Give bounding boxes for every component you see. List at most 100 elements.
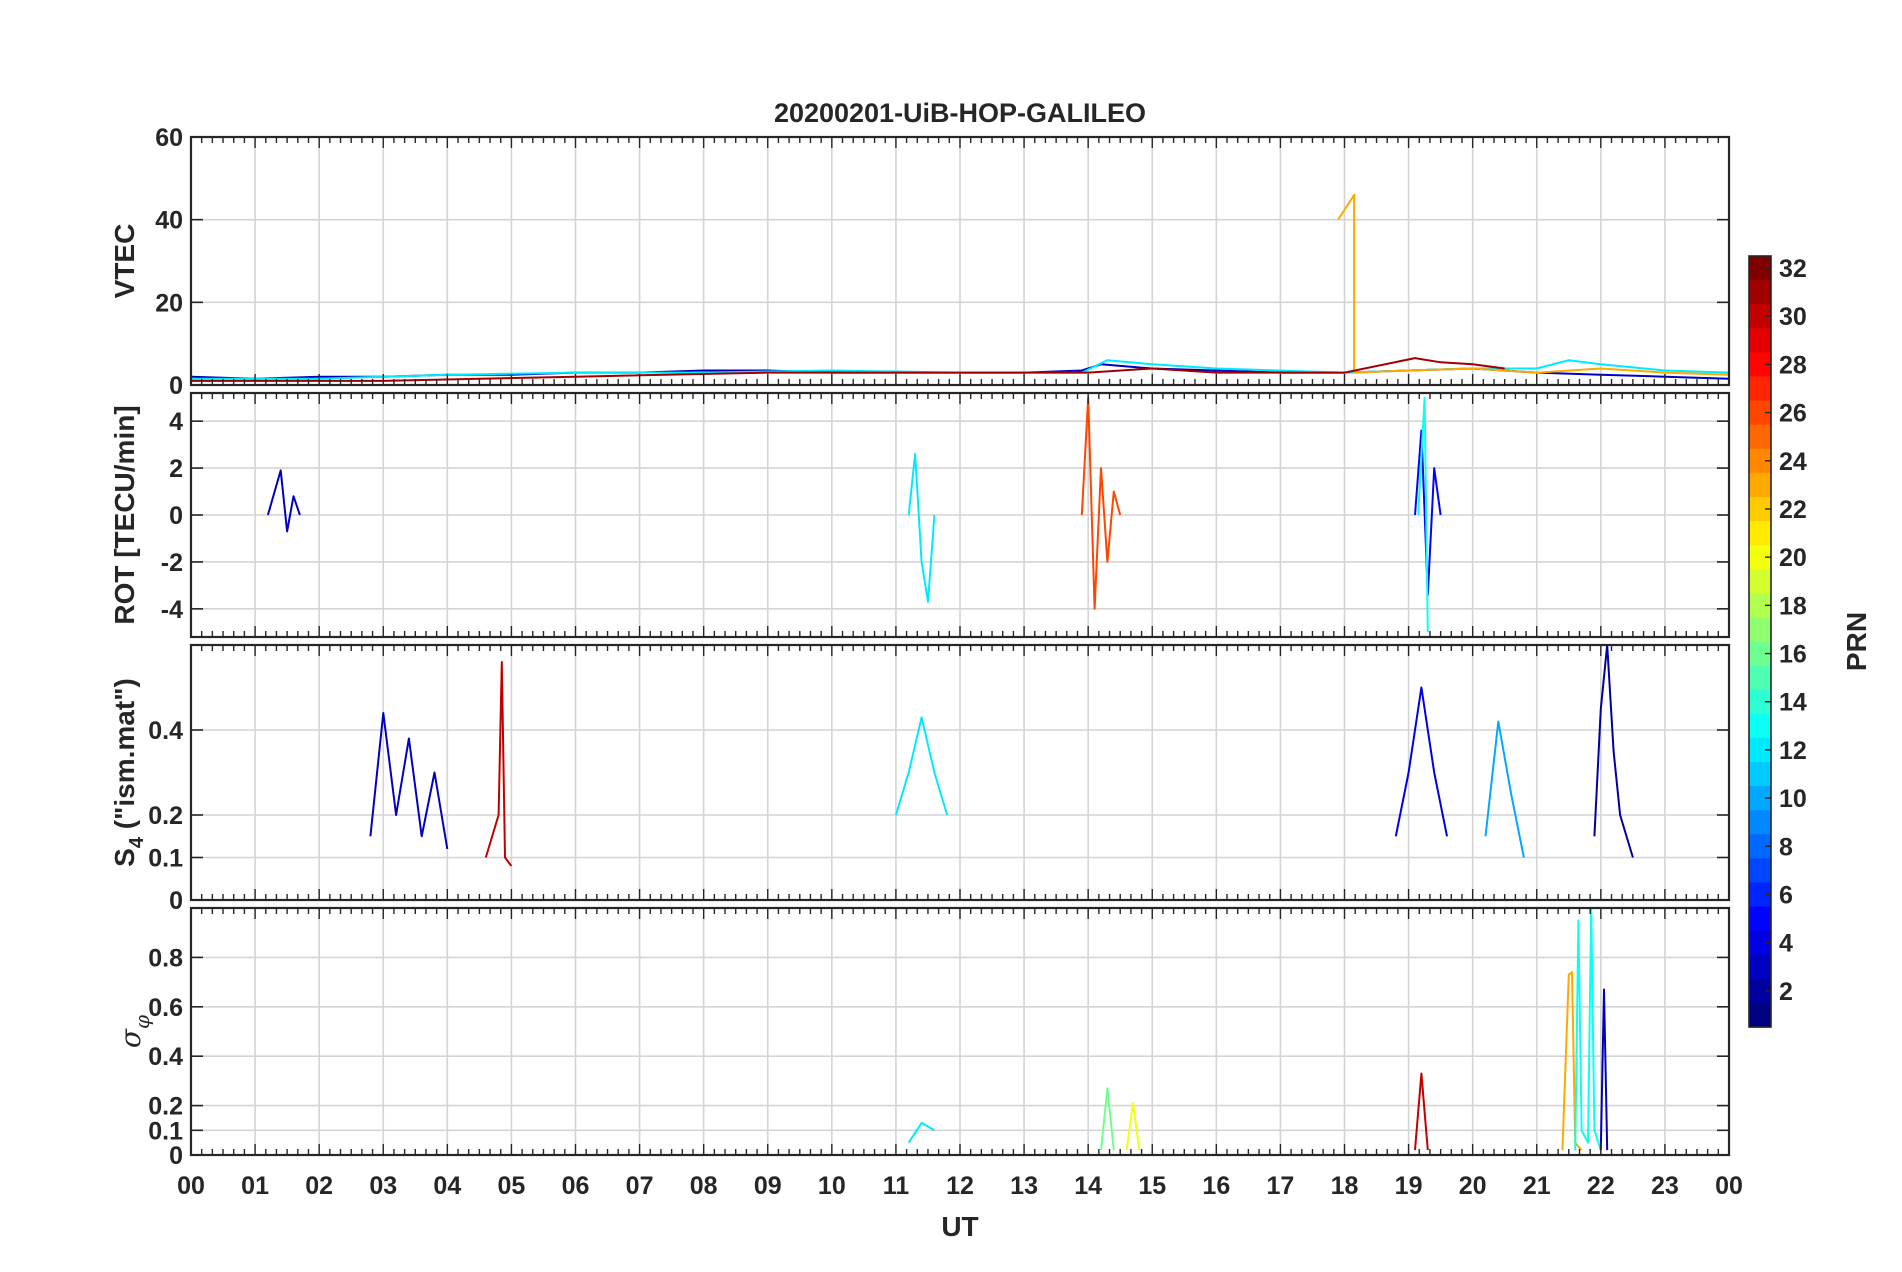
y-tick-label: 0: [169, 372, 183, 400]
colorbar-tick-label: 2: [1779, 978, 1793, 1006]
x-tick-label: 16: [1202, 1172, 1230, 1200]
x-tick-label: 17: [1267, 1172, 1295, 1200]
panel-3: 0 0.1 0.2 0.4S4 ("ism.mat"): [109, 643, 1731, 915]
x-tick-label: 12: [946, 1172, 974, 1200]
x-tick-label: 13: [1010, 1172, 1038, 1200]
colorbar-tick-label: 12: [1779, 737, 1807, 765]
colorbar-tick-label: 22: [1779, 496, 1807, 524]
series-prn-23: [1561, 971, 1583, 1151]
x-tick-label: 10: [818, 1172, 846, 1200]
series-prn-10: [1484, 720, 1525, 858]
panel-4: 00.10.2 0.4 0.6 0.8 σφ: [114, 906, 1731, 1170]
x-tick-label: 01: [241, 1172, 269, 1200]
colorbar-cell: [1749, 280, 1771, 305]
colorbar-cell: [1749, 641, 1771, 667]
y-tick-label: 0: [169, 502, 183, 530]
x-tick-label: 18: [1331, 1172, 1359, 1200]
panel-frame: [189, 391, 1731, 639]
colorbar-tick-label: 8: [1779, 833, 1793, 861]
series-prn-13: [1417, 396, 1429, 633]
series-prn-3: [266, 469, 301, 533]
colorbar-cell: [1749, 424, 1771, 450]
colorbar-cell: [1749, 521, 1771, 546]
colorbar-cell: [1749, 304, 1771, 329]
y-tick-label: 0.4: [148, 717, 183, 745]
x-tick-label: 06: [562, 1172, 590, 1200]
panel-1: 0 20 40 60 VTEC: [109, 124, 1731, 400]
series-prn-30: [484, 661, 513, 867]
x-tick-label: 14: [1074, 1172, 1102, 1200]
y-tick-label: 20: [155, 289, 183, 317]
colorbar-cell: [1749, 689, 1771, 715]
y-tick-label: 4: [169, 408, 183, 436]
colorbar-tick-label: 14: [1779, 689, 1807, 717]
colorbar-cell: [1749, 1002, 1771, 1028]
colorbar-tick-label: 10: [1779, 785, 1807, 813]
colorbar-frame: [1748, 255, 1772, 1028]
x-tick-label: 09: [754, 1172, 782, 1200]
colorbar-cell: [1749, 496, 1771, 522]
x-tick-label: 21: [1523, 1172, 1551, 1200]
series-prn-12: [907, 453, 936, 603]
x-tick-label: 03: [369, 1172, 397, 1200]
x-axis-label: UT: [941, 1211, 978, 1242]
colorbar-tick-label: 6: [1779, 881, 1793, 909]
colorbar-tick-label: 24: [1779, 448, 1807, 476]
colorbar-cell: [1749, 834, 1771, 859]
colorbar-cell: [1749, 400, 1771, 426]
y-tick-label: -4: [161, 596, 183, 624]
colorbar-tick-label: 26: [1779, 400, 1807, 428]
x-tick-label: 20: [1459, 1172, 1487, 1200]
y-tick-label: 0.1: [148, 1117, 183, 1145]
series-prn-12: [191, 359, 1730, 380]
x-tick-label: 19: [1395, 1172, 1423, 1200]
series-prn-30: [1414, 1072, 1429, 1151]
series-prn-16: [1100, 1087, 1115, 1151]
panel-frame: [189, 906, 1731, 1157]
colorbar-cell: [1749, 954, 1771, 980]
x-tick-label: 08: [690, 1172, 718, 1200]
y-axis-label: VTEC: [109, 224, 140, 299]
y-tick-label: -2: [161, 549, 183, 577]
colorbar-cell: [1749, 930, 1771, 956]
colorbar-cell: [1749, 713, 1771, 739]
colorbar-cell: [1749, 448, 1771, 474]
series-prn-3: [1599, 988, 1609, 1151]
colorbar-tick-label: 28: [1779, 351, 1807, 379]
y-tick-label: 60: [155, 124, 183, 152]
chart-title: 20200201-UiB-HOP-GALILEO: [774, 98, 1146, 128]
colorbar-cell: [1749, 352, 1771, 378]
series-prn-20: [1125, 1102, 1141, 1151]
y-tick-label: 0.2: [148, 1093, 183, 1121]
series-prn-12: [907, 1121, 935, 1144]
panel-frame: [189, 135, 1731, 387]
x-tick-label: 00: [1715, 1172, 1743, 1200]
series-prn-13: [1574, 907, 1602, 1151]
y-tick-label: 0.8: [148, 944, 183, 972]
colorbar-cell: [1749, 810, 1771, 835]
colorbar-cell: [1749, 665, 1771, 691]
colorbar-cell: [1749, 617, 1771, 643]
colorbar-tick-label: 16: [1779, 641, 1807, 669]
colorbar-cell: [1749, 545, 1771, 570]
colorbar-cell: [1749, 786, 1771, 811]
x-tick-label: 15: [1138, 1172, 1166, 1200]
panel-2: -4 -2 0 2 4 ROT [TECU/min]: [109, 391, 1731, 639]
y-axis-label: S4 ("ism.mat"): [109, 678, 148, 867]
colorbar-cell: [1749, 328, 1771, 353]
colorbar-cell: [1749, 737, 1771, 763]
y-tick-label: 0: [169, 1142, 183, 1170]
colorbar-tick-label: 30: [1779, 303, 1807, 331]
colorbar-cell: [1749, 569, 1771, 594]
y-tick-label: 0.1: [148, 845, 183, 873]
series-prn-12: [894, 716, 949, 816]
colorbar-cell: [1749, 978, 1771, 1004]
x-tick-label: 23: [1651, 1172, 1679, 1200]
colorbar-label: PRN: [1841, 612, 1872, 671]
colorbar-cell: [1749, 906, 1771, 932]
colorbar-cell: [1749, 761, 1771, 787]
y-tick-label: 40: [155, 207, 183, 235]
x-axis: 00 01 02 03 04 05 06 07 08 09 10 11 12 13 14 15 16 17 18 19…: [177, 1172, 1743, 1200]
colorbar-cell: [1749, 593, 1771, 619]
